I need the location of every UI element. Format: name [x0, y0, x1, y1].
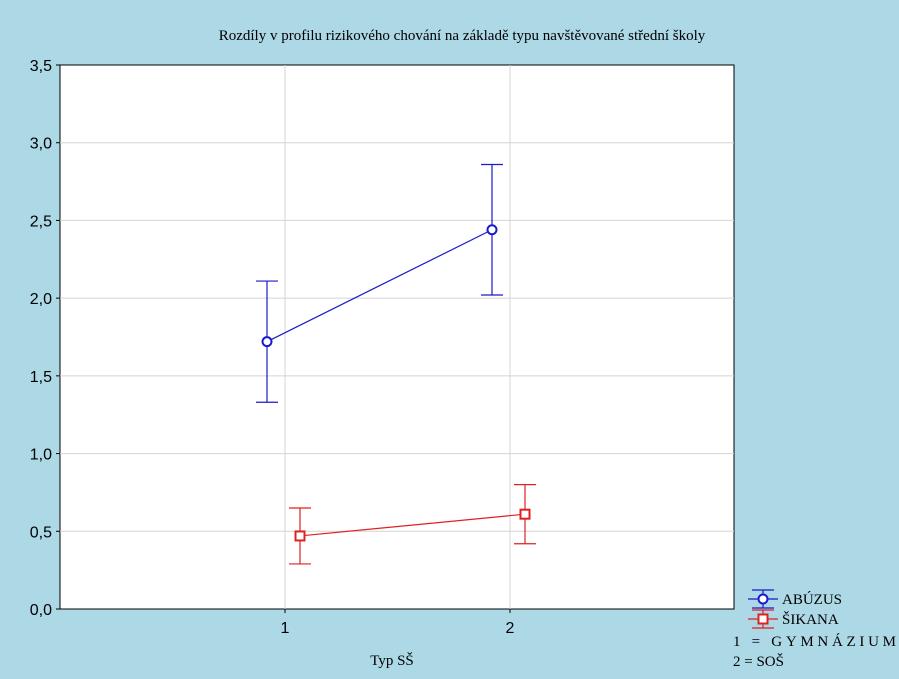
y-tick-label: 3,5 [30, 58, 52, 75]
chart-title: Rozdíly v profilu rizikového chování na … [219, 28, 706, 44]
legend-label: ŠIKANA [782, 611, 839, 628]
series-line [299, 513, 526, 537]
legend-note: 1 = GYMNÁZIUM [733, 633, 896, 650]
grid-layer [60, 65, 734, 609]
data-point [294, 530, 306, 542]
legend-item-1: ŠIKANA [748, 609, 839, 629]
legend-marker [757, 613, 769, 625]
data-point [519, 508, 531, 520]
y-tick-label: 2,5 [30, 213, 52, 230]
x-tick-label: 2 [506, 620, 515, 637]
data-point [486, 224, 498, 236]
series-layer [256, 163, 536, 565]
plot-area [59, 64, 735, 610]
legend-label: ABÚZUS [782, 591, 842, 608]
legend-item-0: ABÚZUS [748, 589, 842, 609]
y-tick-label: 0,5 [30, 524, 52, 541]
y-tick-label: 2,0 [30, 291, 52, 308]
series-0 [256, 163, 503, 403]
tick-layer: 0,0 0,5 1,0 1,5 2,0 2,5 3,0 3,5 1 2 [30, 58, 515, 637]
y-tick-label: 1,5 [30, 369, 52, 386]
legend-marker [757, 593, 769, 605]
x-axis-label: Typ SŠ [370, 652, 414, 669]
series-line [266, 229, 493, 343]
y-tick-label: 3,0 [30, 136, 52, 153]
legend: ABÚZUS ŠIKANA 1 = GYMNÁZIUM 2 = SOŠ [733, 589, 896, 670]
series-1 [289, 484, 536, 565]
x-tick-label: 1 [281, 620, 290, 637]
legend-note: 2 = SOŠ [733, 653, 784, 670]
y-tick-label: 0,0 [30, 602, 52, 619]
y-tick-label: 1,0 [30, 447, 52, 464]
data-point [261, 336, 273, 348]
